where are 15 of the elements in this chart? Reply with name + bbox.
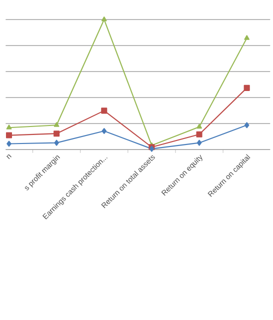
point	[196, 124, 202, 129]
point	[244, 122, 249, 128]
point	[100, 108, 107, 114]
point	[6, 132, 12, 138]
point	[244, 35, 250, 40]
point	[54, 140, 59, 146]
point	[54, 122, 60, 127]
point	[102, 128, 106, 134]
point	[196, 131, 202, 138]
point	[244, 84, 250, 91]
point	[6, 140, 12, 147]
point	[101, 16, 107, 22]
point	[53, 130, 60, 137]
point	[196, 140, 202, 146]
point	[6, 124, 12, 130]
